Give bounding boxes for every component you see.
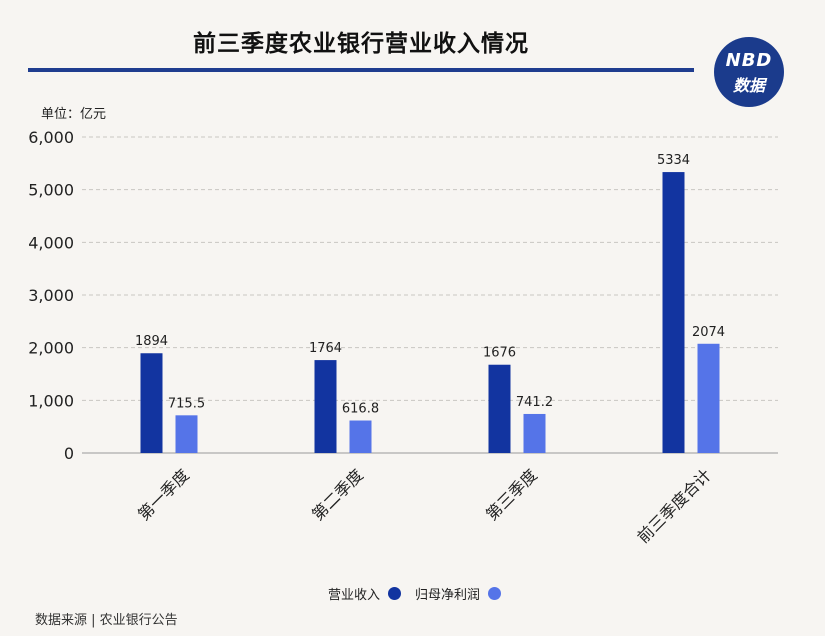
chart-title: 前三季度农业银行营业收入情况 bbox=[193, 31, 529, 57]
y-tick-label: 3,000 bbox=[28, 286, 74, 305]
data-source: 数据来源 | 农业银行公告 bbox=[35, 613, 178, 628]
bar bbox=[488, 364, 511, 453]
legend-item-profit: 归母净利润 bbox=[415, 584, 502, 603]
x-tick-label: 前三季度合计 bbox=[634, 465, 715, 546]
legend-label-profit: 归母净利润 bbox=[415, 588, 481, 603]
y-tick-label: 5,000 bbox=[28, 181, 74, 200]
y-tick-label: 1,000 bbox=[28, 391, 74, 410]
bar bbox=[140, 353, 163, 453]
y-tick-label: 2,000 bbox=[28, 339, 74, 358]
data-label: 616.8 bbox=[342, 402, 379, 417]
data-label: 715.5 bbox=[168, 396, 205, 411]
bar bbox=[349, 420, 372, 453]
data-label: 1894 bbox=[135, 334, 168, 349]
data-label: 2074 bbox=[692, 325, 725, 340]
bar bbox=[314, 360, 337, 453]
x-axis-labels: 第一季度 第二季度 第三季度 前三季度合计 bbox=[134, 465, 715, 546]
data-label: 5334 bbox=[657, 153, 690, 168]
nbd-logo: NBD 数据 bbox=[714, 37, 784, 107]
y-tick-label: 6,000 bbox=[28, 128, 74, 147]
data-label: 1676 bbox=[483, 346, 516, 361]
legend-swatch-revenue bbox=[388, 587, 402, 600]
unit-label: 单位：亿元 bbox=[41, 107, 107, 122]
legend: 营业收入 归母净利润 bbox=[328, 584, 515, 603]
legend-swatch-profit bbox=[488, 587, 502, 600]
bar bbox=[697, 343, 720, 453]
bar bbox=[523, 413, 546, 453]
bars: 1894 715.5 1764 616.8 1676 741.2 5334 2074 bbox=[135, 153, 725, 454]
y-tick-label: 0 bbox=[64, 444, 74, 463]
x-tick-label: 第一季度 bbox=[134, 465, 193, 524]
logo-text-top: NBD bbox=[725, 50, 773, 71]
y-axis: 0 1,000 2,000 3,000 4,000 5,000 6,000 bbox=[28, 128, 778, 463]
title-underline bbox=[28, 68, 694, 72]
legend-item-revenue: 营业收入 bbox=[328, 584, 402, 603]
data-label: 1764 bbox=[309, 341, 342, 356]
x-tick-label: 第二季度 bbox=[308, 465, 367, 524]
bar-chart: 0 1,000 2,000 3,000 4,000 5,000 6,000 1894 715.… bbox=[28, 128, 778, 547]
bar bbox=[662, 172, 685, 454]
x-tick-label: 第三季度 bbox=[482, 465, 541, 524]
y-tick-label: 4,000 bbox=[28, 233, 74, 252]
gridlines bbox=[82, 136, 778, 401]
legend-label-revenue: 营业收入 bbox=[328, 588, 381, 603]
logo-text-bottom: 数据 bbox=[732, 76, 765, 95]
data-label: 741.2 bbox=[516, 395, 553, 410]
bar bbox=[175, 415, 198, 453]
